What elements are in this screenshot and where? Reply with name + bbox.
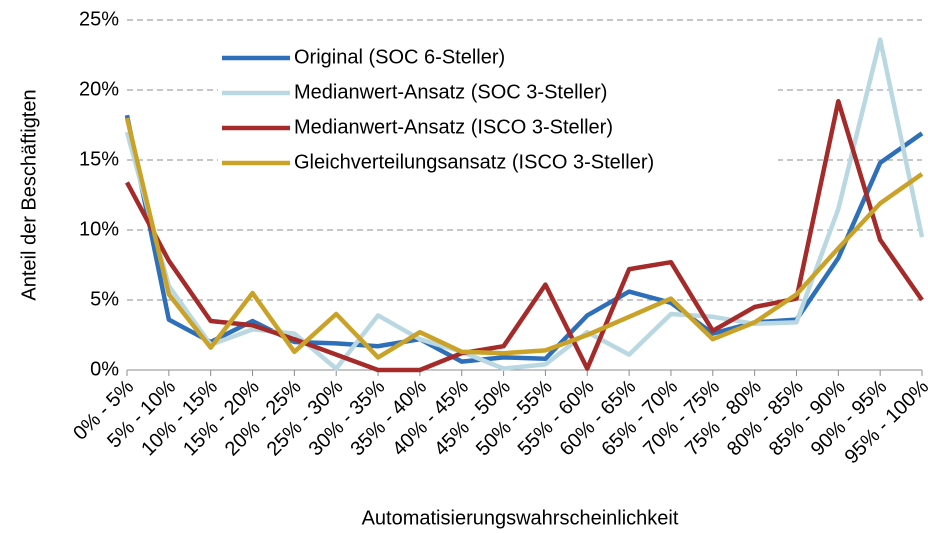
y-tick-label: 15% <box>79 148 119 170</box>
x-axis-label: Automatisierungswahrscheinlichkeit <box>362 507 679 529</box>
y-axis-label: Anteil der Beschäftigten <box>18 89 40 300</box>
series-line <box>124 117 924 360</box>
y-tick-label: 0% <box>90 358 119 380</box>
y-tick-label: 25% <box>79 8 119 30</box>
legend-background <box>218 35 778 183</box>
legend-label: Gleichverteilungsansatz (ISCO 3-Steller) <box>294 151 654 173</box>
y-tick-label: 20% <box>79 78 119 100</box>
legend-label: Original (SOC 6-Steller) <box>294 46 505 68</box>
series-line <box>124 37 925 371</box>
y-tick-label: 5% <box>90 288 119 310</box>
y-tick-label: 10% <box>79 218 119 240</box>
series-line <box>124 114 924 364</box>
legend-label: Medianwert-Ansatz (ISCO 3-Steller) <box>294 116 613 138</box>
legend-label: Medianwert-Ansatz (SOC 3-Steller) <box>294 81 607 103</box>
